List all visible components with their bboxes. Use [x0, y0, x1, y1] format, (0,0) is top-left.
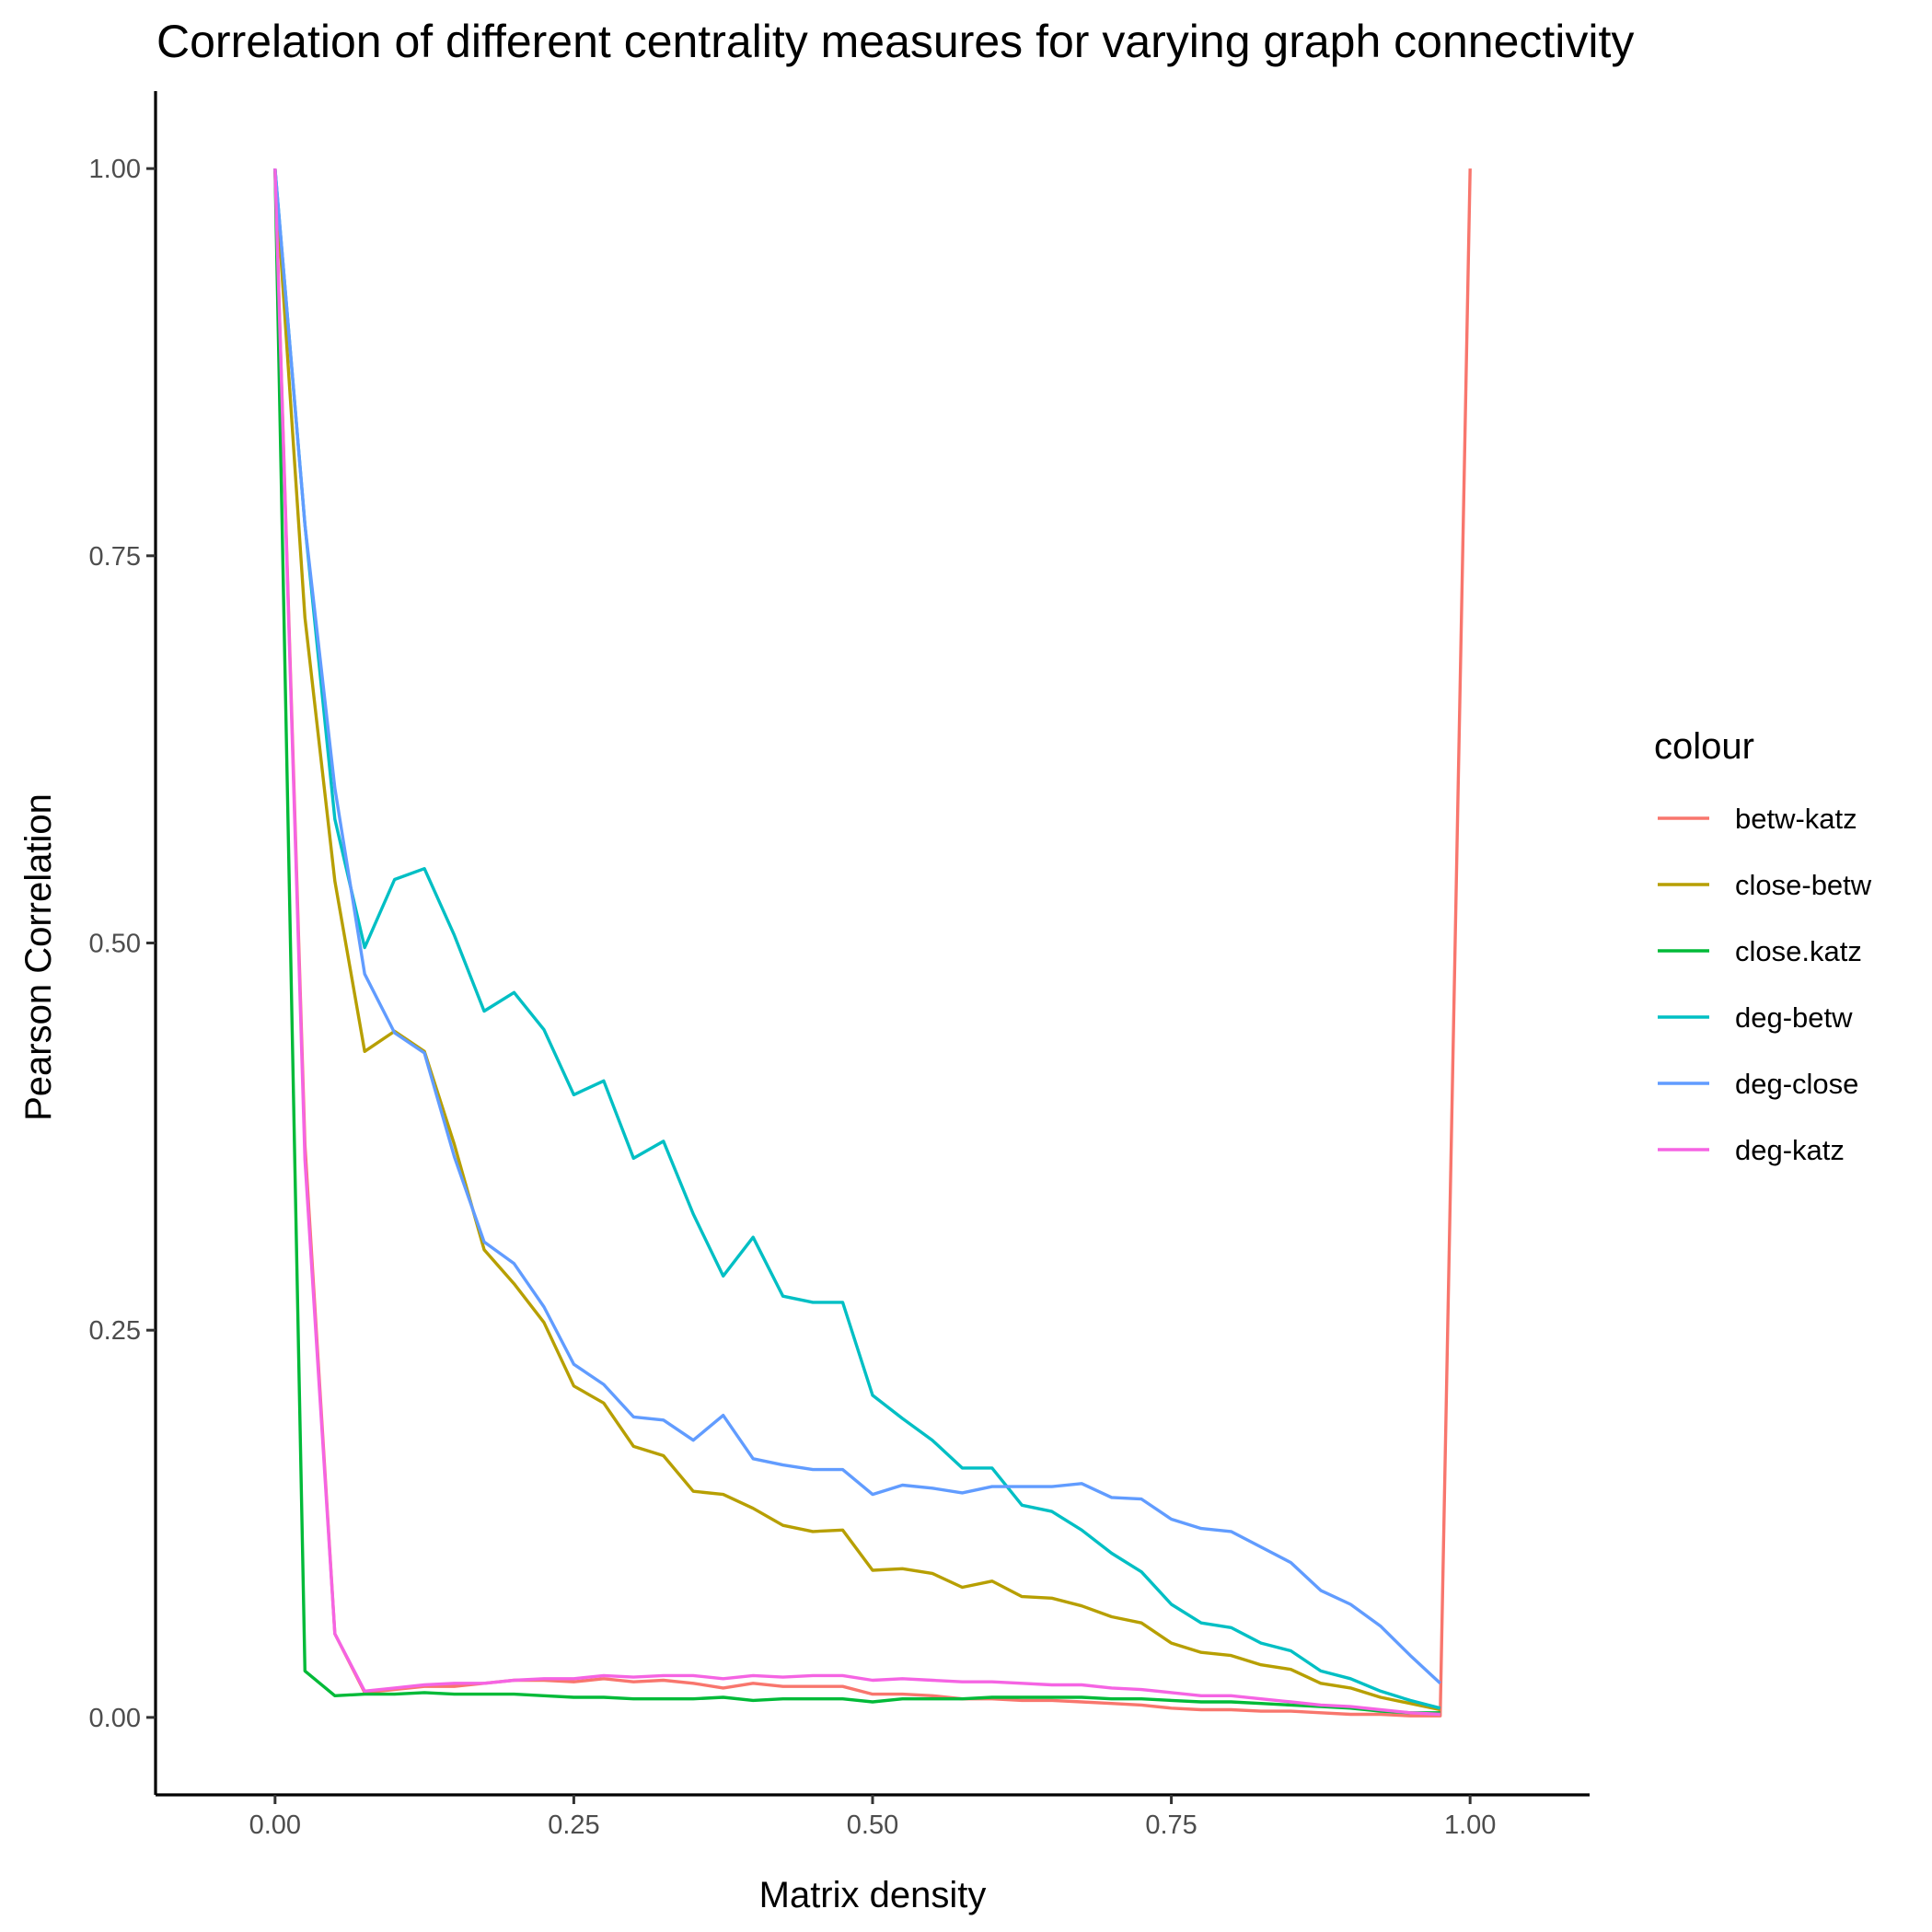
chart-title: Correlation of different centrality meas… [156, 16, 1634, 67]
x-tick-label: 0.75 [1145, 1811, 1197, 1840]
series-line-betw-katz [273, 168, 1472, 1718]
series-line-deg-close [273, 168, 1441, 1685]
legend-title: colour [1654, 726, 1754, 767]
y-tick-label: 0.00 [89, 1704, 141, 1733]
legend-label-deg-katz: deg-katz [1735, 1134, 1845, 1166]
legend-label-close-betw: close-betw [1735, 869, 1872, 901]
y-tick-label: 0.50 [89, 930, 141, 959]
legend: colour betw-katz close-betw close.katz deg-… [1654, 726, 1872, 1166]
legend-items: betw-katz close-betw close.katz deg-betw deg… [1658, 803, 1872, 1166]
x-tick-label: 0.25 [548, 1811, 599, 1840]
series-line-deg-betw [273, 168, 1441, 1710]
legend-label-deg-betw: deg-betw [1735, 1001, 1853, 1034]
y-tick-label: 0.75 [89, 542, 141, 572]
x-axis-title: Matrix density [759, 1875, 987, 1915]
x-axis-ticks: 0.00 0.25 0.50 0.75 1.00 [249, 1795, 1496, 1840]
legend-label-deg-close: deg-close [1735, 1068, 1858, 1100]
y-axis-ticks: 0.00 0.25 0.50 0.75 1.00 [89, 155, 156, 1733]
series-line-deg-katz [273, 168, 1440, 1717]
x-tick-label: 0.00 [249, 1811, 301, 1840]
plot-area [273, 168, 1472, 1718]
x-tick-label: 1.00 [1444, 1811, 1496, 1840]
y-tick-label: 0.25 [89, 1316, 141, 1346]
y-axis-title: Pearson Correlation [18, 793, 59, 1121]
legend-label-betw-katz: betw-katz [1735, 803, 1857, 835]
series-layer [273, 168, 1472, 1718]
legend-label-close-katz: close.katz [1735, 935, 1862, 967]
x-tick-label: 0.50 [847, 1811, 898, 1840]
y-tick-label: 1.00 [89, 155, 141, 184]
series-line-close-katz [273, 168, 1440, 1715]
series-line-close-betw [273, 168, 1441, 1712]
